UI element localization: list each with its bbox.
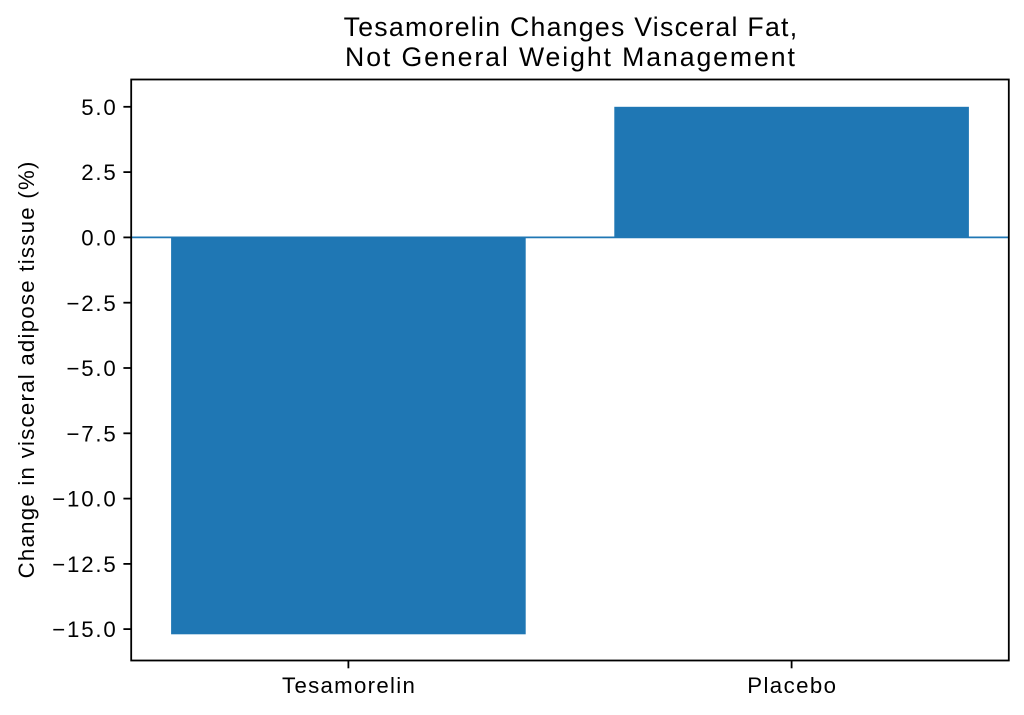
- svg-text:Placebo: Placebo: [747, 673, 837, 698]
- svg-text:Tesamorelin: Tesamorelin: [282, 673, 416, 698]
- svg-text:−7.5: −7.5: [66, 421, 117, 446]
- svg-text:Tesamorelin Changes Visceral F: Tesamorelin Changes Visceral Fat,: [344, 12, 799, 42]
- svg-text:−15.0: −15.0: [52, 617, 117, 642]
- svg-text:−12.5: −12.5: [52, 552, 117, 577]
- svg-text:5.0: 5.0: [81, 95, 117, 120]
- svg-text:−10.0: −10.0: [52, 487, 117, 512]
- svg-text:2.5: 2.5: [81, 160, 117, 185]
- svg-text:−5.0: −5.0: [66, 356, 117, 381]
- svg-text:0.0: 0.0: [81, 226, 117, 251]
- svg-text:−2.5: −2.5: [66, 291, 117, 316]
- svg-text:Not General Weight Management: Not General Weight Management: [345, 42, 797, 72]
- svg-text:Change in visceral adipose tis: Change in visceral adipose tissue (%): [14, 160, 39, 578]
